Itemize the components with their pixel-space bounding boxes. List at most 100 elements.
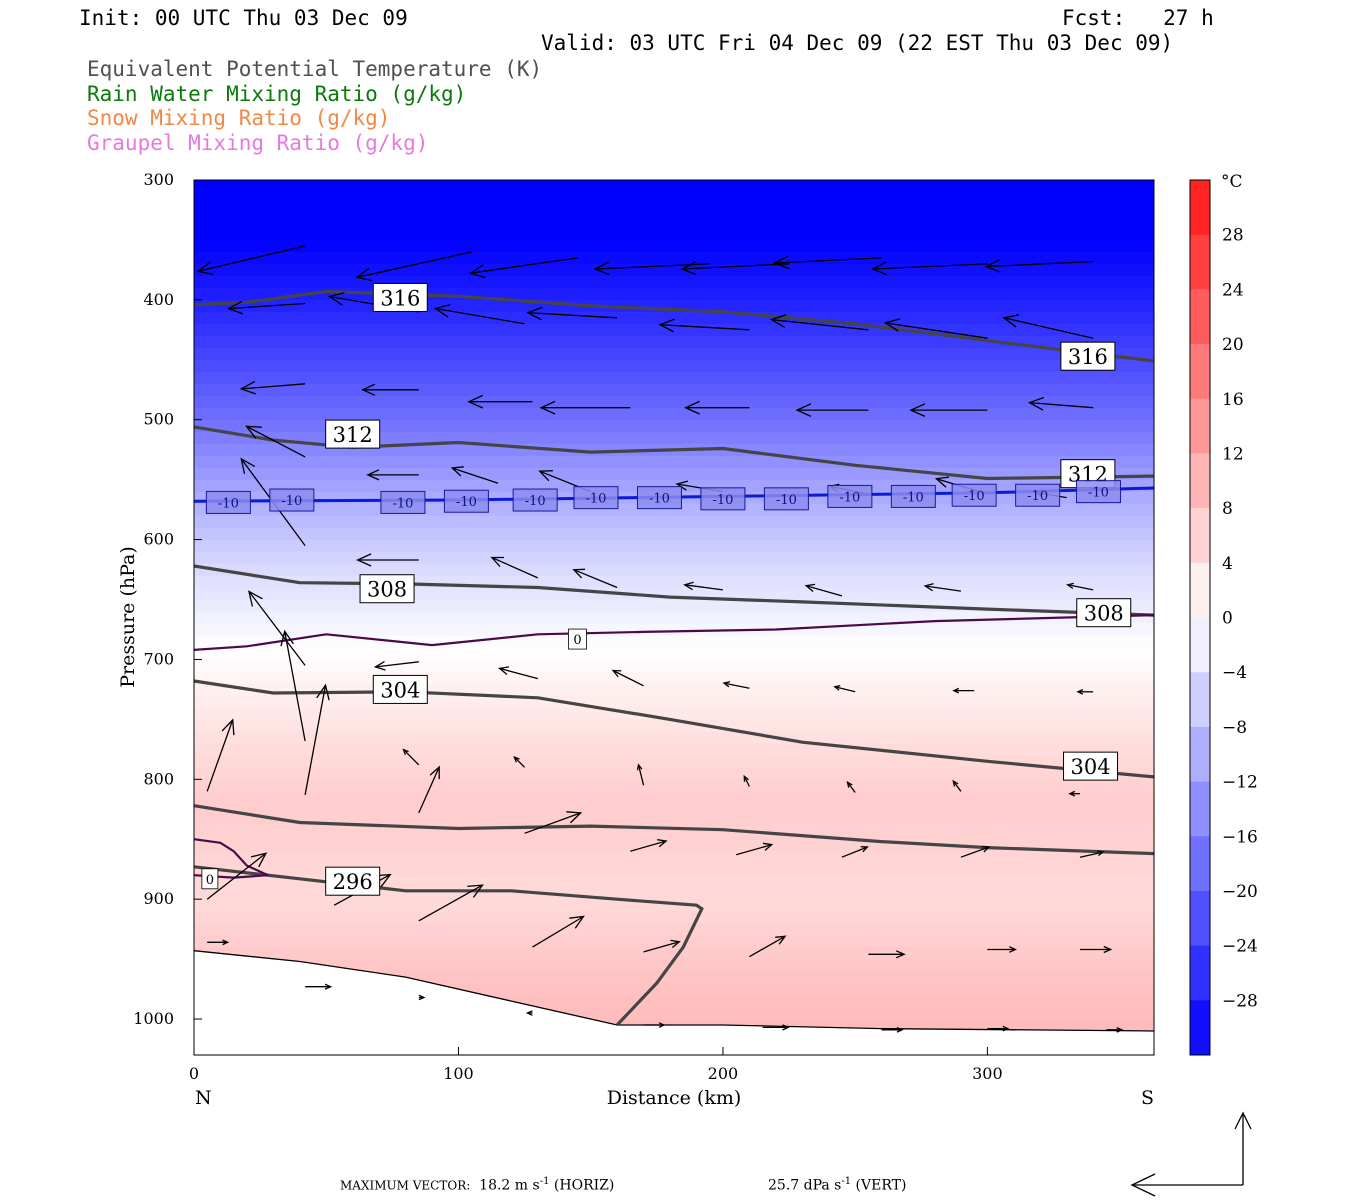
vector-head	[636, 763, 643, 771]
vector-shaft	[771, 318, 869, 331]
colorbar-swatch	[1190, 289, 1210, 345]
zero-isotherm	[193, 614, 1155, 651]
vector-head	[1009, 946, 1017, 953]
temp-band	[194, 923, 1154, 936]
vector-head	[657, 839, 668, 848]
colorbar-swatch	[1190, 726, 1210, 783]
wind-vector	[513, 755, 526, 768]
wind-vector	[643, 1022, 666, 1028]
vector-head	[952, 687, 960, 694]
theta-label-312: 312	[333, 423, 373, 447]
colorbar-swatch	[1190, 672, 1210, 728]
wind-vector	[244, 425, 306, 458]
vector-head	[248, 590, 263, 607]
wind-vector	[772, 255, 882, 270]
vector-head	[373, 660, 386, 671]
wind-vector	[680, 261, 790, 276]
vector-shaft	[284, 631, 306, 742]
north-label: N	[195, 1087, 212, 1109]
temp-band	[194, 683, 1154, 697]
colorbar-swatch	[1190, 234, 1210, 290]
wind-vector	[207, 939, 230, 946]
wind-vector	[532, 915, 585, 948]
temp-band	[194, 863, 1154, 876]
low-zero-label: 0	[206, 873, 214, 888]
vector-head	[795, 403, 812, 417]
temp-band	[194, 767, 1154, 780]
colorbar-label: −28	[1222, 991, 1258, 1011]
temp-band	[194, 203, 1154, 217]
vector-head	[356, 553, 372, 567]
temp-band	[194, 851, 1154, 864]
theta-label-308: 308	[1084, 602, 1124, 626]
vector-head	[467, 394, 484, 409]
wind-vector	[305, 983, 333, 990]
horiz-value: 18.2 m s	[479, 1177, 540, 1194]
vector-shaft	[513, 756, 526, 768]
theta-e-312	[193, 425, 1155, 481]
vector-shaft	[834, 686, 856, 693]
y-tick-label: 800	[143, 769, 174, 788]
legend-theta-e: Equivalent Potential Temperature (K)	[87, 57, 543, 81]
wind-vector	[735, 842, 774, 856]
wind-vector	[952, 687, 975, 694]
wind-vector	[804, 583, 843, 597]
colorbar-swatch	[1190, 453, 1210, 509]
vector-head	[418, 994, 426, 1001]
wind-vector	[1079, 850, 1105, 858]
wind-vector	[749, 935, 787, 958]
temp-band	[194, 827, 1154, 840]
vector-head	[1068, 790, 1076, 797]
theta-e-300	[193, 804, 1155, 856]
vector-head	[433, 304, 451, 318]
vector-head	[490, 556, 504, 568]
vector-shaft	[435, 307, 525, 325]
footer-max-vector: MAXIMUM VECTOR: 18.2 m s-1 (HORIZ)	[340, 1176, 614, 1194]
vector-head	[355, 267, 373, 282]
wind-vector	[636, 763, 645, 786]
zero-label-box	[568, 628, 587, 650]
vector-shaft	[960, 846, 990, 858]
vector-shaft	[491, 556, 539, 579]
temp-band	[194, 227, 1154, 241]
temp-band	[194, 419, 1154, 433]
temp-band	[194, 635, 1154, 649]
vector-head	[675, 480, 689, 491]
vector-head	[239, 380, 257, 395]
vector-head	[743, 774, 749, 782]
vector-head	[593, 261, 610, 276]
temp-band	[194, 383, 1154, 397]
theta-label-296: 296	[333, 870, 373, 894]
minus10-label: -10	[392, 496, 413, 511]
temp-band	[194, 335, 1154, 349]
temp-band	[194, 347, 1154, 361]
vector-shaft	[451, 467, 499, 484]
minus10-label: -10	[218, 496, 239, 511]
wind-vector	[643, 939, 681, 953]
wind-vector	[206, 852, 268, 900]
wind-vector	[239, 380, 306, 395]
vector-head	[244, 425, 262, 439]
wind-vector	[418, 884, 484, 922]
wind-vector	[196, 245, 306, 275]
theta-label-box	[1060, 341, 1116, 371]
temp-band	[194, 803, 1154, 816]
temp-band	[194, 587, 1154, 601]
vector-head	[468, 264, 486, 279]
colorbar-unit: °C	[1221, 172, 1243, 192]
vector-shaft	[774, 257, 882, 264]
minus10-label: -10	[712, 493, 733, 508]
temp-band	[194, 563, 1154, 577]
vector-shaft	[925, 585, 961, 592]
wind-vector	[468, 257, 578, 279]
wind-vector	[450, 466, 499, 484]
vector-head	[538, 470, 553, 482]
colorbar-swatch	[1190, 344, 1210, 400]
theta-label-box	[359, 574, 415, 604]
temp-band	[194, 311, 1154, 325]
max-vector-label: MAXIMUM VECTOR:	[340, 1178, 471, 1193]
vector-head	[324, 983, 333, 990]
legend-rain: Rain Water Mixing Ratio (g/kg)	[87, 82, 467, 106]
vector-head	[361, 383, 376, 396]
vector-shaft	[841, 846, 868, 858]
